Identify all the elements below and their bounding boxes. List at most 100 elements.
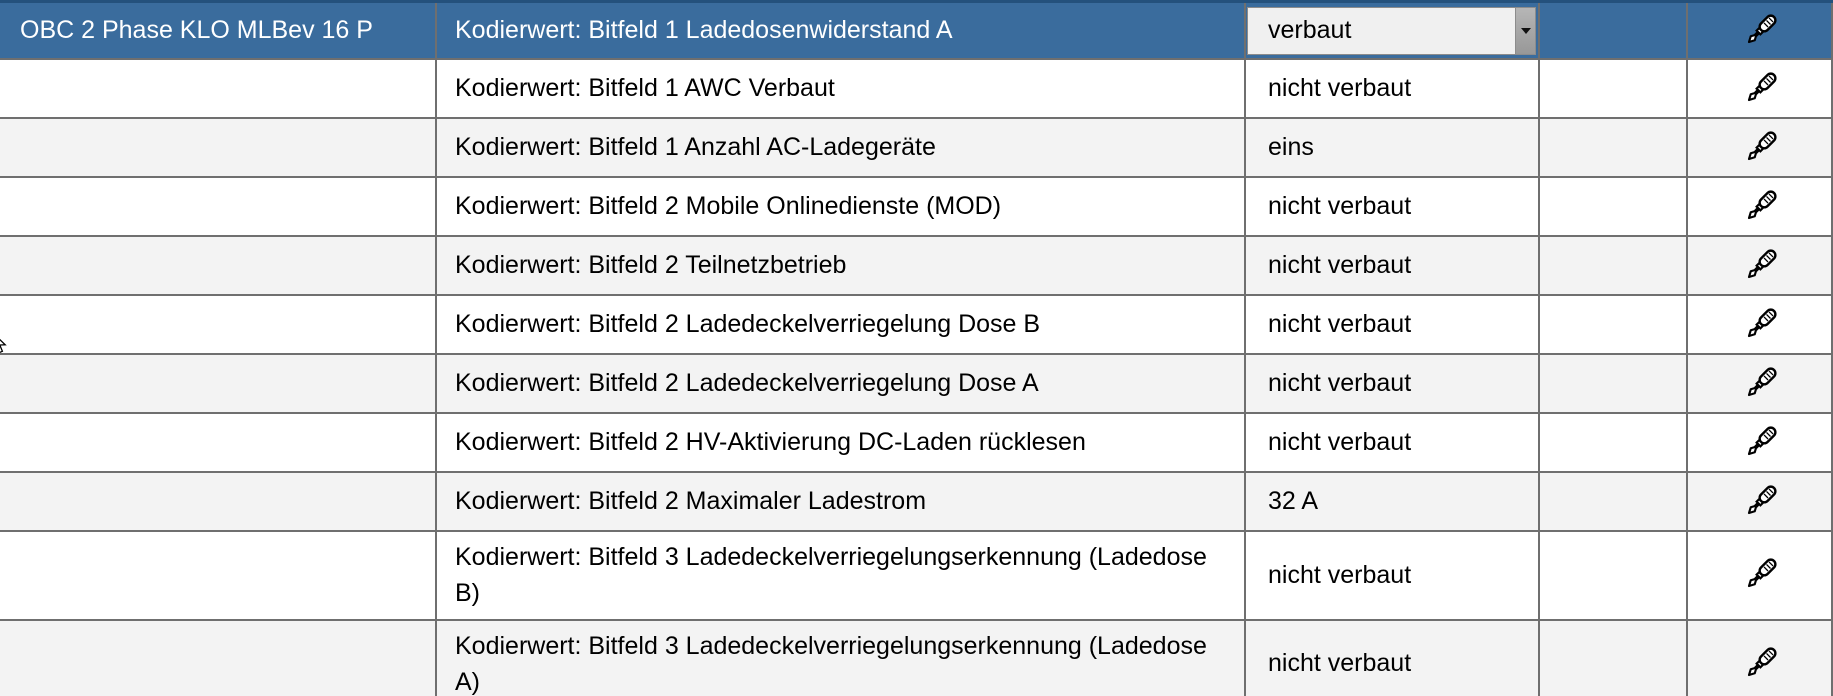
empty-cell bbox=[1540, 60, 1688, 117]
coding-value-cell: 32 A bbox=[1246, 473, 1540, 530]
coding-label: Kodierwert: Bitfeld 1 AWC Verbaut bbox=[455, 74, 835, 103]
module-column-cell bbox=[0, 355, 437, 412]
coding-value: nicht verbaut bbox=[1268, 428, 1412, 456]
module-column-cell bbox=[0, 414, 437, 471]
coding-value-cell: nicht verbaut bbox=[1246, 296, 1540, 353]
row-action-cell bbox=[1688, 178, 1833, 235]
coding-value: nicht verbaut bbox=[1268, 310, 1412, 338]
table-row[interactable]: Kodierwert: Bitfeld 3 Ladedeckelverriege… bbox=[0, 532, 1833, 621]
screwdriver-icon[interactable] bbox=[1743, 420, 1777, 466]
coding-label-cell: Kodierwert: Bitfeld 3 Ladedeckelverriege… bbox=[437, 532, 1246, 619]
coding-value-cell: nicht verbaut bbox=[1246, 60, 1540, 117]
coding-label: Kodierwert: Bitfeld 1 Anzahl AC-Ladegerä… bbox=[455, 133, 936, 162]
module-column-cell bbox=[0, 60, 437, 117]
coding-label: Kodierwert: Bitfeld 3 Ladedeckelverriege… bbox=[455, 631, 1207, 696]
coding-value-cell: nicht verbaut bbox=[1246, 237, 1540, 294]
table-row[interactable]: Kodierwert: Bitfeld 2 HV-Aktivierung DC-… bbox=[0, 414, 1833, 473]
module-name: OBC 2 Phase KLO MLBev 16 P bbox=[20, 16, 373, 44]
screwdriver-icon[interactable] bbox=[1743, 361, 1777, 407]
coding-value: nicht verbaut bbox=[1268, 251, 1412, 279]
empty-cell bbox=[1540, 296, 1688, 353]
row-action-cell bbox=[1688, 414, 1833, 471]
coding-value: nicht verbaut bbox=[1268, 369, 1412, 397]
table-row[interactable]: Kodierwert: Bitfeld 2 Maximaler Ladestro… bbox=[0, 473, 1833, 532]
coding-label-cell: Kodierwert: Bitfeld 2 Mobile Onlinediens… bbox=[437, 178, 1246, 235]
coding-value: nicht verbaut bbox=[1268, 649, 1412, 678]
coding-value: 32 A bbox=[1268, 487, 1319, 515]
empty-cell bbox=[1540, 473, 1688, 530]
empty-cell bbox=[1540, 237, 1688, 294]
coding-label-cell: Kodierwert: Bitfeld 2 HV-Aktivierung DC-… bbox=[437, 414, 1246, 471]
module-column-cell bbox=[0, 620, 437, 696]
row-action-cell bbox=[1688, 3, 1833, 58]
row-action-cell bbox=[1688, 620, 1833, 696]
screwdriver-icon[interactable] bbox=[1743, 66, 1777, 112]
empty-cell bbox=[1540, 414, 1688, 471]
coding-label: Kodierwert: Bitfeld 2 Ladedeckelverriege… bbox=[455, 369, 1039, 398]
coding-label-cell: Kodierwert: Bitfeld 1 Anzahl AC-Ladegerä… bbox=[437, 119, 1246, 176]
screwdriver-icon[interactable] bbox=[1743, 302, 1777, 348]
coding-value: nicht verbaut bbox=[1268, 560, 1412, 589]
screwdriver-icon[interactable] bbox=[1743, 243, 1777, 289]
coding-label-cell: Kodierwert: Bitfeld 2 Teilnetzbetrieb bbox=[437, 237, 1246, 294]
row-action-cell bbox=[1688, 60, 1833, 117]
screwdriver-icon[interactable] bbox=[1743, 641, 1777, 687]
module-name-cell: OBC 2 Phase KLO MLBev 16 P bbox=[0, 3, 437, 58]
coding-label: Kodierwert: Bitfeld 2 Teilnetzbetrieb bbox=[455, 251, 847, 280]
table-body: Kodierwert: Bitfeld 1 AWC Verbaut nicht … bbox=[0, 60, 1833, 696]
screwdriver-icon[interactable] bbox=[1743, 552, 1777, 598]
coding-value: eins bbox=[1268, 133, 1314, 161]
module-column-cell bbox=[0, 178, 437, 235]
chevron-down-icon[interactable] bbox=[1515, 7, 1535, 54]
module-column-cell bbox=[0, 473, 437, 530]
coding-label-cell: Kodierwert: Bitfeld 2 Ladedeckelverriege… bbox=[437, 355, 1246, 412]
selected-option-label: verbaut bbox=[1268, 16, 1352, 44]
table-row[interactable]: Kodierwert: Bitfeld 3 Ladedeckelverriege… bbox=[0, 620, 1833, 696]
coding-label: Kodierwert: Bitfeld 2 Maximaler Ladestro… bbox=[455, 487, 927, 516]
coding-label-cell: Kodierwert: Bitfeld 3 Ladedeckelverriege… bbox=[437, 620, 1246, 696]
module-column-cell bbox=[0, 119, 437, 176]
empty-cell bbox=[1540, 3, 1688, 58]
coding-value-cell: nicht verbaut bbox=[1246, 178, 1540, 235]
table-row[interactable]: Kodierwert: Bitfeld 1 AWC Verbaut nicht … bbox=[0, 60, 1833, 119]
module-column-cell bbox=[0, 296, 437, 353]
table-row[interactable]: Kodierwert: Bitfeld 2 Teilnetzbetrieb ni… bbox=[0, 237, 1833, 296]
empty-cell bbox=[1540, 178, 1688, 235]
coding-value-cell: eins bbox=[1246, 119, 1540, 176]
coding-label-cell: Kodierwert: Bitfeld 2 Maximaler Ladestro… bbox=[437, 473, 1246, 530]
coding-label: Kodierwert: Bitfeld 2 HV-Aktivierung DC-… bbox=[455, 428, 1086, 457]
coding-label: Kodierwert: Bitfeld 3 Ladedeckelverriege… bbox=[455, 543, 1207, 608]
row-action-cell bbox=[1688, 355, 1833, 412]
coding-value: nicht verbaut bbox=[1268, 74, 1412, 102]
coding-label-cell: Kodierwert: Bitfeld 1 Ladedosenwiderstan… bbox=[437, 3, 1246, 58]
table-row[interactable]: Kodierwert: Bitfeld 2 Mobile Onlinediens… bbox=[0, 178, 1833, 237]
coding-value-cell: nicht verbaut bbox=[1246, 532, 1540, 619]
row-action-cell bbox=[1688, 237, 1833, 294]
row-action-cell bbox=[1688, 119, 1833, 176]
row-action-cell bbox=[1688, 296, 1833, 353]
coding-value-cell: nicht verbaut bbox=[1246, 620, 1540, 696]
table-row-selected[interactable]: OBC 2 Phase KLO MLBev 16 P Kodierwert: B… bbox=[0, 0, 1833, 60]
coding-label: Kodierwert: Bitfeld 2 Mobile Onlinediens… bbox=[455, 192, 1002, 221]
coding-value-cell: nicht verbaut bbox=[1246, 414, 1540, 471]
coding-label: Kodierwert: Bitfeld 2 Ladedeckelverriege… bbox=[455, 310, 1041, 339]
row-action-cell bbox=[1688, 473, 1833, 530]
coding-value-cell: verbaut bbox=[1246, 3, 1540, 58]
table-row[interactable]: Kodierwert: Bitfeld 2 Ladedeckelverriege… bbox=[0, 355, 1833, 414]
screwdriver-icon[interactable] bbox=[1743, 8, 1777, 54]
coding-label-cell: Kodierwert: Bitfeld 1 AWC Verbaut bbox=[437, 60, 1246, 117]
table-row[interactable]: Kodierwert: Bitfeld 2 Ladedeckelverriege… bbox=[0, 296, 1833, 355]
screwdriver-icon[interactable] bbox=[1743, 479, 1777, 525]
screwdriver-icon[interactable] bbox=[1743, 125, 1777, 171]
empty-cell bbox=[1540, 532, 1688, 619]
empty-cell bbox=[1540, 355, 1688, 412]
screwdriver-icon[interactable] bbox=[1743, 184, 1777, 230]
coding-value-cell: nicht verbaut bbox=[1246, 355, 1540, 412]
empty-cell bbox=[1540, 620, 1688, 696]
table-row[interactable]: Kodierwert: Bitfeld 1 Anzahl AC-Ladegerä… bbox=[0, 119, 1833, 178]
coding-value-select[interactable]: verbaut bbox=[1247, 6, 1536, 55]
coding-value: nicht verbaut bbox=[1268, 192, 1412, 220]
module-column-cell bbox=[0, 532, 437, 619]
coding-label-cell: Kodierwert: Bitfeld 2 Ladedeckelverriege… bbox=[437, 296, 1246, 353]
